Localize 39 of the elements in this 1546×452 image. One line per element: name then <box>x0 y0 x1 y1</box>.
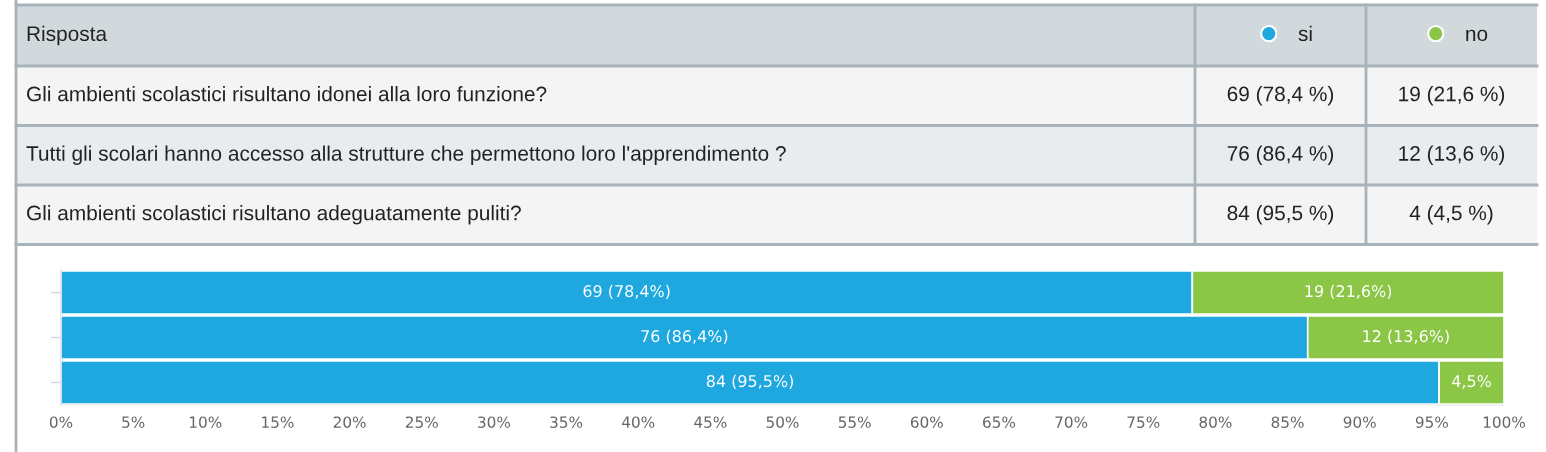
data-label: 12 (13,6%) <box>1363 329 1449 345</box>
text: 4 (4,5 %) <box>1409 205 1493 225</box>
x-tick-label: 80% <box>1199 416 1232 428</box>
text: 12 (13,6 %) <box>1399 145 1505 165</box>
x-tick-label: 90% <box>1343 416 1376 428</box>
legend-label: si <box>1298 25 1312 42</box>
x-tick-label: 25% <box>405 416 438 428</box>
x-tick-label: 95% <box>1415 416 1448 428</box>
x-tick-label: 65% <box>983 416 1016 428</box>
legend-label: no <box>1466 29 1488 42</box>
x-tick-label: 5% <box>122 416 145 428</box>
x-tick-label: 20% <box>333 416 366 428</box>
text: 69 (78,4 %) <box>1227 86 1334 106</box>
x-tick-label: 85% <box>1271 416 1304 428</box>
text: Gli ambienti scolastici risultano idonei alla loro funzione? <box>27 86 547 102</box>
x-tick-label: 30% <box>478 416 511 428</box>
text: 19 (21,6 %) <box>1399 86 1505 106</box>
x-tick-label: 70% <box>1055 416 1088 428</box>
data-label: 76 (86,4%) <box>641 329 728 345</box>
x-tick-label: 100% <box>1483 416 1525 428</box>
data-label: 19 (21,6%) <box>1305 284 1392 300</box>
x-tick-label: 35% <box>550 416 583 428</box>
data-label: 4,5% <box>1452 375 1491 389</box>
x-tick-label: 0% <box>49 416 73 428</box>
x-tick-label: 15% <box>262 416 294 428</box>
text: 84 (95,5 %) <box>1227 205 1334 225</box>
text: Gli ambienti scolastici risultano adeguatamente puliti? <box>27 205 521 225</box>
x-tick-label: 75% <box>1127 416 1160 428</box>
x-tick-label: 10% <box>190 416 222 428</box>
x-tick-label: 45% <box>694 416 727 428</box>
legend-title: Risposta <box>27 25 108 46</box>
data-label: 84 (95,5%) <box>706 374 793 390</box>
x-tick-label: 60% <box>910 416 943 428</box>
x-tick-label: 55% <box>838 416 871 428</box>
x-tick-label: 50% <box>766 416 799 428</box>
text: Tutti gli scolari hanno accesso alla strutture che permettono loro l'apprendimento ? <box>26 145 786 165</box>
x-tick-label: 40% <box>621 416 655 428</box>
data-label: 69 (78,4%) <box>583 284 670 300</box>
text: 76 (86,4 %) <box>1227 145 1334 165</box>
